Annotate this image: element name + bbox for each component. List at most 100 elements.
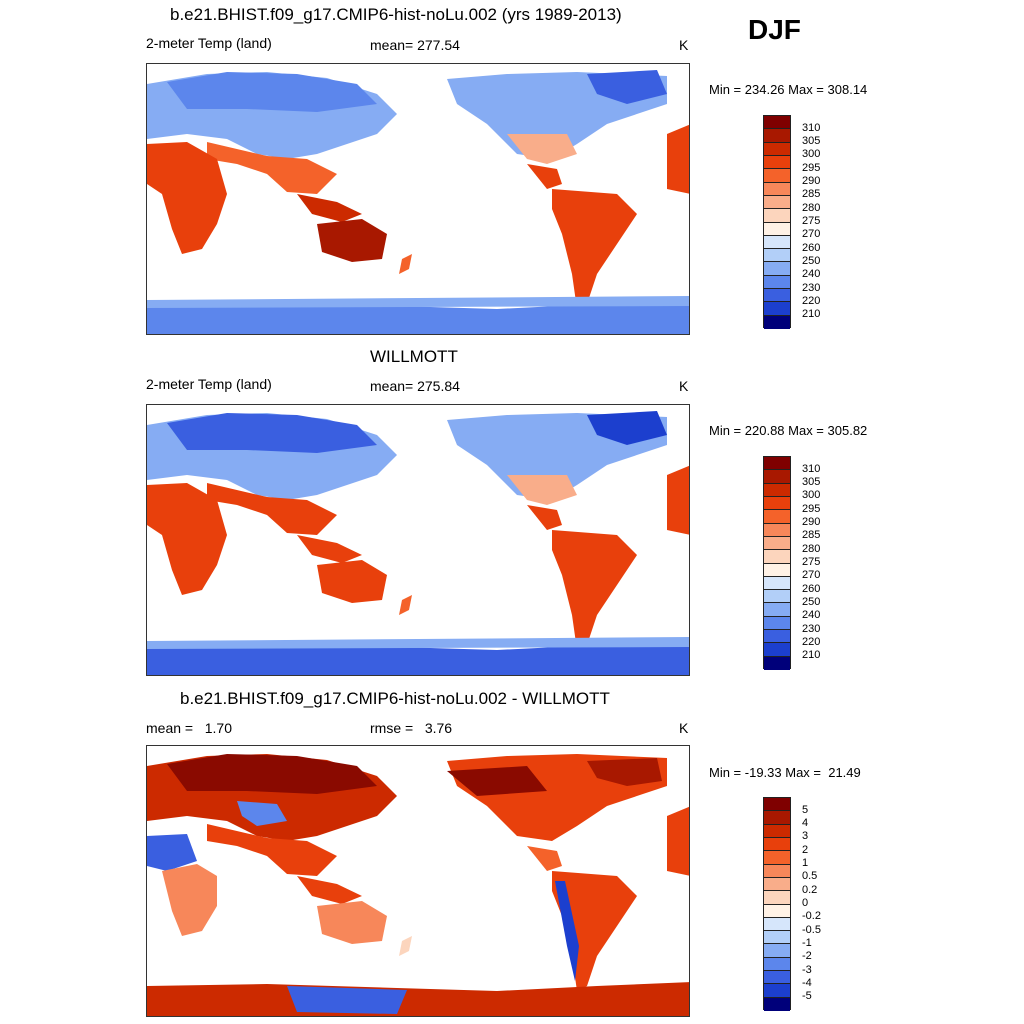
colorbar-swatch: [764, 536, 790, 551]
panel3-new-zealand: [399, 936, 412, 956]
colorbar-tick-label: 0: [802, 897, 809, 909]
colorbar-tick-label: 3: [802, 830, 809, 843]
colorbar-swatch: [764, 289, 790, 303]
panel3-map-svg: [147, 754, 689, 1016]
colorbar-swatch: [764, 837, 790, 852]
colorbar-tick-label: 295: [802, 161, 821, 174]
panel3-colorbar: [763, 797, 791, 1011]
colorbar-tick-label: 2: [802, 843, 809, 856]
colorbar-tick-label: 290: [802, 516, 821, 529]
panel2-new-zealand: [399, 595, 412, 615]
panel2-antarctica: [147, 641, 689, 675]
colorbar-swatch: [764, 957, 790, 972]
colorbar-swatch: [764, 891, 790, 905]
panel1-antarctica: [147, 300, 689, 334]
panel1-minmax: Min = 234.26 Max = 308.14: [709, 82, 868, 97]
panel2-map-svg: [147, 411, 689, 675]
panel3-alaska: [447, 766, 547, 796]
colorbar-tick-label: 210: [802, 308, 821, 321]
colorbar-swatch: [764, 209, 790, 223]
colorbar-swatch: [764, 550, 790, 564]
colorbar-swatch: [764, 877, 790, 892]
panel2-australia: [317, 560, 387, 603]
panel3-title: b.e21.BHIST.f09_g17.CMIP6-hist-noLu.002 …: [180, 689, 610, 708]
colorbar-swatch: [764, 616, 790, 631]
panel1-mean-label: mean= 277.54: [370, 37, 460, 53]
colorbar-swatch: [764, 249, 790, 263]
panel2-map: [146, 404, 690, 676]
colorbar-swatch: [764, 603, 790, 617]
colorbar-tick-label: -1: [802, 936, 812, 949]
colorbar-swatch: [764, 470, 790, 484]
panel2-south-asia: [207, 483, 337, 535]
panel3-units-label: K: [679, 720, 689, 736]
colorbar-swatch: [764, 222, 790, 236]
colorbar-tick-label: 250: [802, 254, 821, 267]
colorbar-tick-label: 260: [802, 241, 821, 254]
colorbar-tick-label: 270: [802, 228, 821, 241]
panel3-andes: [555, 881, 579, 981]
colorbar-tick-label: 295: [802, 502, 821, 515]
panel3-central-america: [527, 846, 562, 871]
colorbar-swatch: [764, 235, 790, 250]
colorbar-tick-label: 220: [802, 294, 821, 307]
colorbar-swatch: [764, 656, 790, 670]
colorbar-tick-label: 275: [802, 556, 821, 568]
colorbar-tick-label: -0.2: [802, 910, 821, 923]
colorbar-tick-label: 285: [802, 529, 821, 542]
colorbar-tick-label: 280: [802, 201, 821, 214]
colorbar-tick-label: -0.5: [802, 923, 821, 936]
colorbar-swatch: [764, 496, 790, 511]
colorbar-tick-label: 210: [802, 649, 821, 662]
colorbar-swatch: [764, 129, 790, 143]
panel2-units-label: K: [679, 378, 689, 394]
colorbar-swatch: [764, 523, 790, 537]
colorbar-swatch: [764, 971, 790, 985]
panel1-map-svg: [147, 70, 689, 334]
colorbar-swatch: [764, 169, 790, 183]
colorbar-tick-label: 5: [802, 803, 809, 816]
colorbar-swatch: [764, 904, 790, 918]
colorbar-swatch: [764, 262, 790, 276]
panel2-title: WILLMOTT: [370, 347, 458, 366]
colorbar-swatch: [764, 116, 790, 130]
colorbar-tick-label: -4: [802, 976, 812, 989]
colorbar-tick-label: 4: [802, 817, 809, 830]
colorbar-swatch: [764, 643, 790, 657]
colorbar-tick-label: 275: [802, 215, 821, 227]
panel1-new-zealand: [399, 254, 412, 274]
colorbar-swatch: [764, 483, 790, 497]
colorbar-tick-label: 270: [802, 569, 821, 582]
colorbar-swatch: [764, 811, 790, 825]
colorbar-tick-label: 300: [802, 148, 821, 161]
colorbar-swatch: [764, 984, 790, 998]
colorbar-tick-label: 300: [802, 489, 821, 502]
panel1-south-asia: [207, 142, 337, 194]
panel1-central-america: [527, 164, 562, 189]
panel1-variable-label: 2-meter Temp (land): [146, 35, 272, 51]
colorbar-tick-label: 305: [802, 135, 821, 148]
panel1-se-asia: [297, 194, 362, 222]
colorbar-tick-label: 250: [802, 595, 821, 608]
panel3-sahara: [147, 834, 197, 871]
panel1-map: [146, 63, 690, 335]
panel2-europe-east: [667, 465, 689, 535]
colorbar-tick-label: 240: [802, 609, 821, 622]
panel2-colorbar: [763, 456, 791, 670]
panel3-australia: [317, 901, 387, 944]
panel3-se-asia: [297, 876, 362, 904]
panel2-mean-label: mean= 275.84: [370, 378, 460, 394]
panel2-us-south: [507, 475, 577, 505]
colorbar-swatch: [764, 195, 790, 210]
colorbar-tick-label: -3: [802, 963, 812, 976]
colorbar-swatch: [764, 142, 790, 156]
colorbar-tick-label: 305: [802, 476, 821, 489]
colorbar-swatch: [764, 155, 790, 170]
panel1-africa: [147, 142, 227, 254]
colorbar-tick-label: 260: [802, 582, 821, 595]
colorbar-tick-label: 0.5: [802, 870, 818, 883]
colorbar-swatch: [764, 851, 790, 865]
colorbar-swatch: [764, 315, 790, 329]
colorbar-tick-label: 310: [802, 462, 821, 475]
panel1-australia: [317, 219, 387, 262]
